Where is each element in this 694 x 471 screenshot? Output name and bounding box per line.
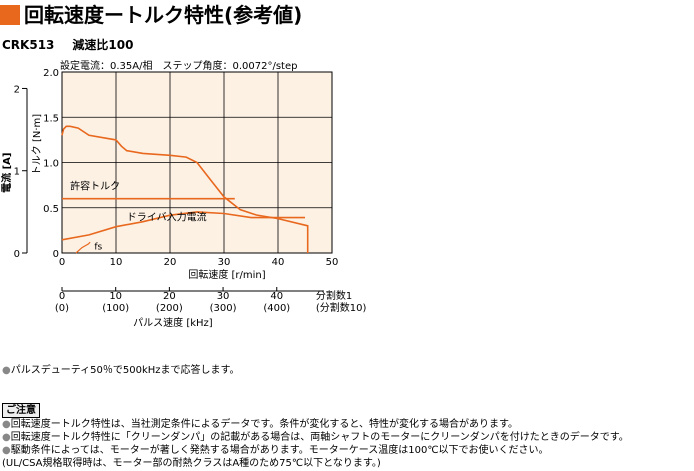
torque-tick-label: 0.5 (43, 204, 59, 215)
pulse-tick-label: 20 (163, 291, 176, 302)
x-tick-label: 10 (110, 257, 123, 268)
section-header: 回転速度ートルク特性(参考値) (0, 2, 694, 28)
current-tick-label: 0 (14, 249, 20, 260)
pulse-tick-label: 0 (59, 291, 65, 302)
series-line (75, 241, 91, 254)
caution-item: (UL/CSA規格取得時は、モーター部の耐熱クラスはA種のため75℃以下となりま… (2, 457, 629, 470)
caution-heading: ご注意 (2, 403, 40, 418)
x-tick-label: 40 (272, 257, 285, 268)
torque-tick-label: 2.0 (43, 68, 59, 79)
model-name: CRK513 (2, 38, 55, 52)
speed-torque-chart: 0 10 20 30 40 50 0 0.5 1.0 1.5 2.0 0 1 2 トルク [N·m] 電流 [… (0, 68, 367, 329)
current-axis-label: 電流 [A] (0, 153, 13, 193)
caution-item-text: 回転速度ートルク特性は、当社測定条件によるデータです。条件が変化すると、特性が変… (10, 419, 519, 430)
x-tick-label: 30 (218, 257, 231, 268)
drive-conditions: 設定電流：0.35A/相 ステップ角度：0.0072°/step (60, 61, 298, 72)
torque-tick-label: 1.5 (43, 113, 59, 124)
pulse-tick-label-10: (100) (102, 303, 129, 314)
response-note-text: パルスデューティ50％で500kHzまで応答します。 (10, 365, 240, 376)
caution-item-text: 回転速度ートルク特性に「クリーンダンパ」の記載がある場合は、両軸シャフトのモータ… (10, 432, 629, 443)
pulse-axis-label: パルス速度 [kHz] (133, 316, 213, 329)
x-tick-label: 20 (164, 257, 177, 268)
series-line (61, 211, 305, 241)
pulse-tick-label: 30 (217, 291, 230, 302)
caution-item-text: (UL/CSA規格取得時は、モーター部の耐熱クラスはA種のため75℃以下となりま… (2, 458, 381, 469)
caution-item: ●駆動条件によっては、モーターが著しく発熱する場合があります。モーターケース温度… (2, 444, 629, 457)
bullet-icon: ● (2, 432, 11, 443)
series-line (61, 125, 309, 253)
bullet-icon: ● (2, 419, 11, 430)
page-title: 回転速度ートルク特性(参考値) (24, 3, 303, 27)
pulse-tick-label: 10 (109, 291, 122, 302)
series-label: ドライバ入力電流 (127, 210, 207, 223)
caution-item-text: 駆動条件によっては、モーターが著しく発熱する場合があります。モーターケース温度は… (10, 445, 549, 456)
bullet-icon: ● (2, 445, 11, 456)
pulse-legend-2: (分割数10) (316, 301, 367, 314)
caution-item: ●回転速度ートルク特性に「クリーンダンパ」の記載がある場合は、両軸シャフトのモー… (2, 431, 629, 444)
current-tick-label: 2 (14, 84, 20, 95)
x-axis-label: 回転速度 [r/min] (188, 268, 265, 281)
x-tick-label: 50 (326, 257, 339, 268)
response-note: ●パルスデューティ50％で500kHzまで応答します。 (2, 361, 240, 376)
header-square-icon (0, 5, 20, 25)
caution-item: ●回転速度ートルク特性は、当社測定条件によるデータです。条件が変化すると、特性が… (2, 418, 629, 431)
series-label: 許容トルク (70, 180, 120, 193)
torque-tick-label: 1.0 (43, 159, 59, 170)
pulse-tick-label-10: (300) (210, 303, 237, 314)
pulse-tick-label-10: (400) (263, 303, 290, 314)
torque-axis-label: トルク [N·m] (31, 114, 43, 175)
torque-tick-label: 0 (53, 249, 59, 260)
pulse-tick-label-10: (0) (55, 303, 69, 314)
bullet-icon: ● (2, 365, 11, 376)
pulse-legend-1: 分割数1 (316, 289, 352, 302)
current-tick-label: 1 (14, 167, 20, 178)
series-label: fs (94, 242, 102, 252)
model-line: CRK513 減速比100 (2, 36, 133, 53)
pulse-tick-label-10: (200) (156, 303, 183, 314)
x-tick-label: 0 (59, 257, 65, 268)
caution-list: ●回転速度ートルク特性は、当社測定条件によるデータです。条件が変化すると、特性が… (2, 418, 629, 470)
gear-ratio: 減速比100 (72, 38, 134, 52)
pulse-tick-label: 40 (270, 291, 283, 302)
